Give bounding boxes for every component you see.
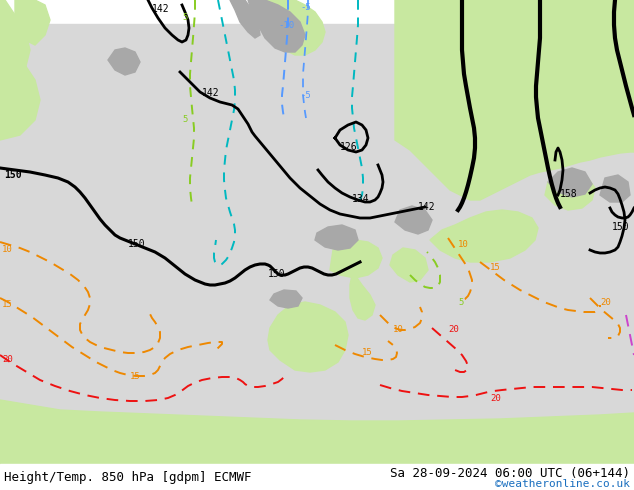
Text: 20: 20 — [2, 355, 13, 364]
Polygon shape — [0, 400, 634, 465]
Text: 15: 15 — [362, 348, 373, 357]
Text: 142: 142 — [418, 202, 436, 212]
Polygon shape — [15, 0, 50, 45]
Text: 20: 20 — [600, 298, 611, 307]
Polygon shape — [600, 175, 630, 202]
Polygon shape — [315, 225, 358, 250]
Polygon shape — [548, 168, 592, 197]
Text: 10: 10 — [458, 240, 469, 249]
Text: 5: 5 — [182, 115, 188, 124]
Polygon shape — [0, 0, 30, 75]
Text: 142: 142 — [202, 88, 219, 98]
Text: 5: 5 — [458, 298, 463, 307]
Text: 150: 150 — [612, 222, 630, 232]
Text: 10: 10 — [393, 325, 404, 334]
Text: Height/Temp. 850 hPa [gdpm] ECMWF: Height/Temp. 850 hPa [gdpm] ECMWF — [4, 470, 252, 484]
Text: 134: 134 — [352, 194, 370, 204]
Text: 158: 158 — [560, 189, 578, 199]
Polygon shape — [230, 0, 260, 38]
Polygon shape — [430, 0, 634, 75]
Text: -5: -5 — [300, 91, 311, 100]
Polygon shape — [0, 0, 40, 140]
Text: 10: 10 — [2, 245, 13, 254]
Text: 5: 5 — [182, 13, 188, 22]
Text: 20: 20 — [448, 325, 459, 334]
Text: 142: 142 — [152, 4, 170, 14]
Polygon shape — [268, 302, 348, 372]
Polygon shape — [350, 275, 375, 320]
Text: 15: 15 — [2, 300, 13, 309]
Text: 15: 15 — [130, 372, 141, 381]
Text: 150: 150 — [128, 239, 146, 249]
Polygon shape — [265, 0, 325, 55]
Polygon shape — [330, 240, 382, 278]
Text: 150: 150 — [268, 269, 286, 279]
Polygon shape — [545, 172, 595, 210]
Polygon shape — [395, 206, 432, 234]
Bar — [0, 464, 634, 490]
Text: 15: 15 — [490, 263, 501, 272]
Text: 20: 20 — [490, 394, 501, 403]
Polygon shape — [430, 210, 538, 262]
Polygon shape — [395, 0, 634, 200]
Text: Sa 28-09-2024 06:00 UTC (06+144): Sa 28-09-2024 06:00 UTC (06+144) — [390, 466, 630, 480]
Polygon shape — [248, 0, 305, 52]
Polygon shape — [270, 290, 302, 308]
Text: -10: -10 — [278, 21, 294, 30]
Text: ©weatheronline.co.uk: ©weatheronline.co.uk — [495, 479, 630, 489]
Text: 126: 126 — [340, 142, 358, 152]
Polygon shape — [108, 48, 140, 75]
Text: -5: -5 — [300, 3, 311, 12]
Text: 150: 150 — [4, 170, 22, 180]
Polygon shape — [390, 248, 428, 282]
